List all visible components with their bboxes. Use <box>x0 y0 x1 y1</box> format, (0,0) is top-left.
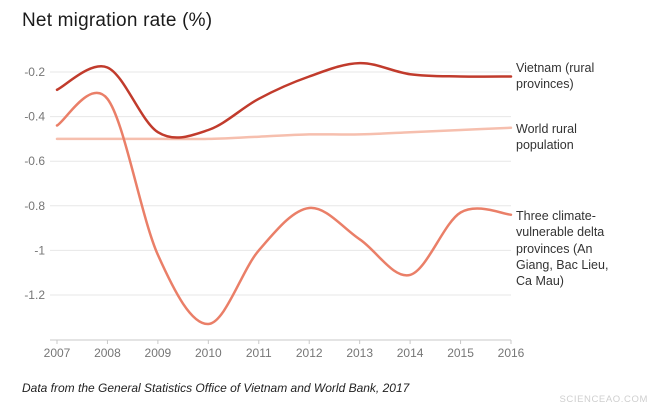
svg-text:2015: 2015 <box>447 346 474 360</box>
svg-text:2011: 2011 <box>246 346 272 360</box>
legend-delta-provinces: Three climate-vulnerable delta provinces… <box>516 209 609 288</box>
svg-text:-0.8: -0.8 <box>24 199 45 213</box>
chart-title: Net migration rate (%) <box>22 10 213 31</box>
legend-vietnam-rural-provinces: Vietnam (rural provinces) <box>516 61 595 92</box>
svg-text:2016: 2016 <box>498 346 525 360</box>
svg-text:2012: 2012 <box>296 346 323 360</box>
svg-text:2007: 2007 <box>44 346 71 360</box>
svg-text:2014: 2014 <box>397 346 424 360</box>
svg-text:-1: -1 <box>34 243 45 257</box>
source-note: Data from the General Statistics Office … <box>22 381 410 395</box>
svg-text:2010: 2010 <box>195 346 222 360</box>
legend-world-rural-population: World rural population <box>516 122 577 153</box>
watermark: SCIENCEAO.COM <box>559 394 648 405</box>
svg-text:2008: 2008 <box>94 346 121 360</box>
svg-text:-0.4: -0.4 <box>24 110 45 124</box>
svg-text:-1.2: -1.2 <box>24 288 45 302</box>
svg-text:2013: 2013 <box>346 346 373 360</box>
svg-text:-0.2: -0.2 <box>24 65 45 79</box>
svg-text:2009: 2009 <box>145 346 172 360</box>
svg-text:-0.6: -0.6 <box>24 154 45 168</box>
